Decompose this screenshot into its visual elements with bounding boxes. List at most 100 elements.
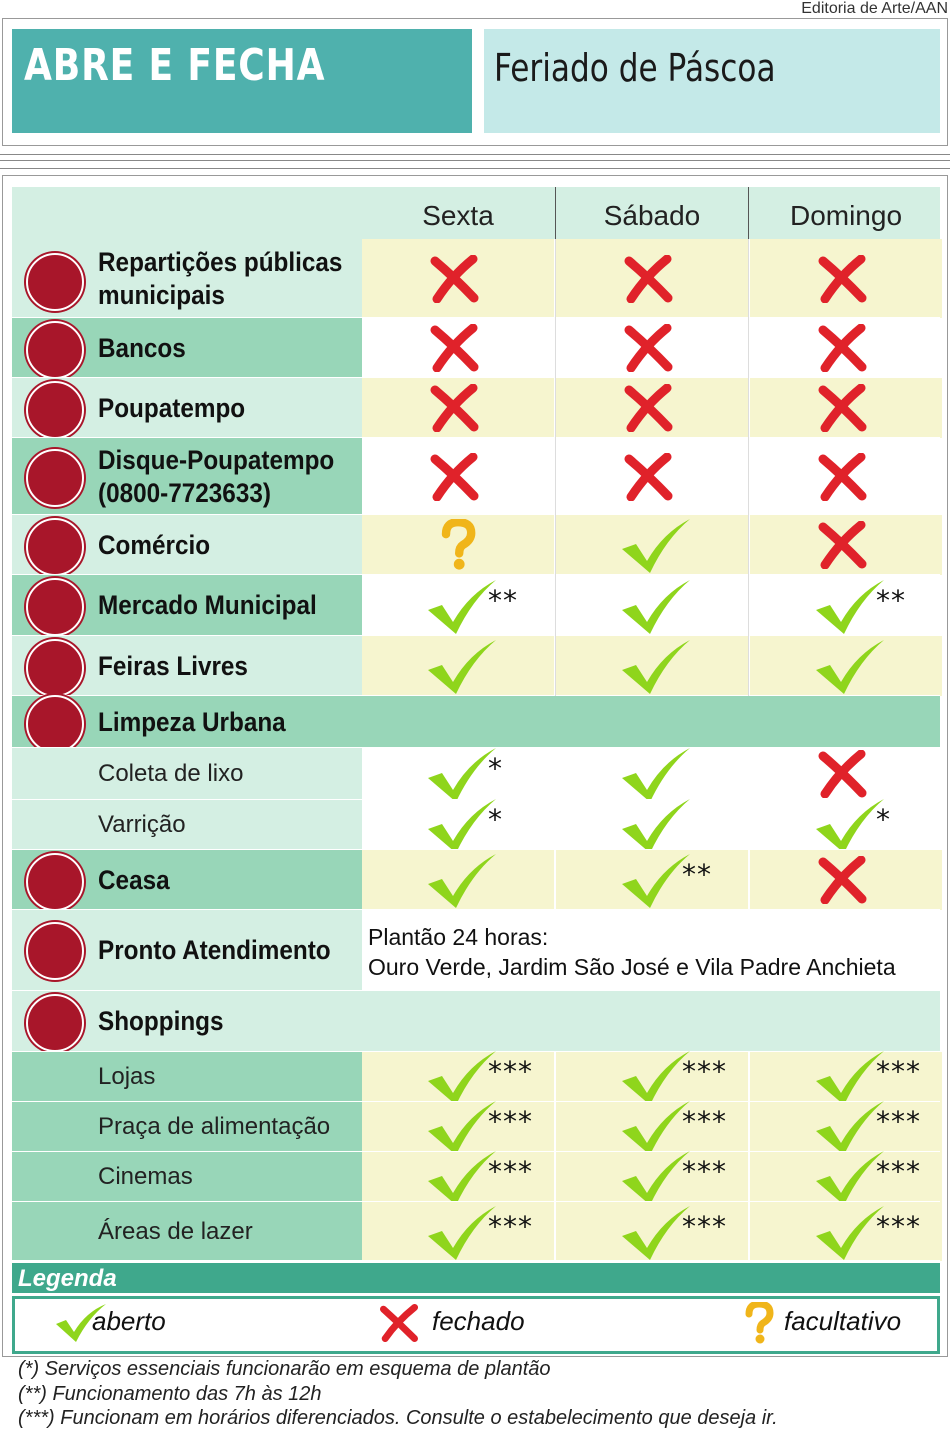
check-icon <box>816 640 884 694</box>
clock-building-icon <box>26 381 84 439</box>
cross-icon <box>818 324 867 372</box>
row-label: Bancos <box>98 332 186 363</box>
plantao-line: Ouro Verde, Jardim São José e Vila Padre… <box>368 954 896 980</box>
question-icon <box>441 519 476 570</box>
footnote-marker: * <box>488 752 503 785</box>
status-cell: *** <box>556 1051 748 1105</box>
row-label-cell <box>12 748 362 800</box>
price-tag-icon <box>26 518 84 576</box>
city-hall-icon <box>26 253 84 311</box>
footnote-marker: *** <box>876 1209 921 1243</box>
row-separator <box>12 1260 940 1262</box>
credit: Editoria de Arte/AAN <box>801 0 948 17</box>
status-cell: * <box>362 748 554 802</box>
footnote-marker: *** <box>488 1105 533 1138</box>
footnote: (**) Funcionamento das 7h às 12h <box>18 1383 322 1405</box>
status-cell <box>362 850 554 910</box>
status-cell: *** <box>362 1202 554 1261</box>
check-icon <box>622 579 690 634</box>
cross-icon <box>818 521 867 569</box>
status-cell: *** <box>750 1151 942 1205</box>
table-row: Disque-Poupatempo (0800-7723633) <box>12 438 942 515</box>
footnote-marker: *** <box>876 1055 921 1088</box>
status-cell: *** <box>556 1202 748 1261</box>
footnote-marker: * <box>488 803 503 836</box>
table-row: Repartições públicas municipais <box>12 239 942 318</box>
divider <box>0 154 950 155</box>
cross-icon <box>624 452 673 501</box>
table-row: Limpeza Urbana <box>12 695 940 753</box>
status-cell <box>750 636 942 696</box>
header-frame <box>2 18 948 146</box>
cross-icon <box>430 324 479 372</box>
legend-title: Legenda <box>18 1265 117 1292</box>
footnote-marker: ** <box>682 858 712 891</box>
sub-item-label: Praça de alimentação <box>98 1113 331 1140</box>
table-row: *** *** *** Praça de alimentação <box>12 1101 942 1155</box>
footnote-marker: *** <box>876 1105 921 1138</box>
check-icon <box>428 748 496 802</box>
status-cell: *** <box>362 1051 554 1105</box>
row-label-cell <box>12 991 940 1052</box>
table-row: *** *** *** Cinemas <box>12 1151 942 1205</box>
check-icon <box>816 1051 884 1105</box>
sub-item-label: Lojas <box>98 1063 156 1090</box>
text-cell <box>362 910 940 991</box>
money-bags-icon <box>26 321 84 379</box>
row-label-cell <box>12 800 362 850</box>
row-label: Disque-Poupatempo (0800-7723633) <box>98 444 335 508</box>
check-icon <box>622 1051 690 1105</box>
cross-icon <box>624 324 673 372</box>
check-icon <box>816 1101 884 1155</box>
row-label-cell <box>12 696 940 748</box>
check-icon <box>816 579 884 634</box>
status-cell <box>556 318 748 378</box>
status-cell <box>556 378 748 438</box>
legend-cross-icon <box>380 1304 418 1342</box>
check-icon <box>428 854 496 908</box>
row-label-cell <box>12 1152 362 1202</box>
check-icon <box>622 640 690 694</box>
status-cell <box>362 378 554 438</box>
table-header-band <box>12 187 940 239</box>
footnote-marker: *** <box>682 1055 727 1088</box>
check-icon <box>622 1101 690 1155</box>
check-icon <box>816 1151 884 1205</box>
status-cell <box>362 515 554 575</box>
sub-item-label: Coleta de lixo <box>98 760 244 787</box>
status-cell: *** <box>750 1101 942 1155</box>
footnote-marker: *** <box>876 1155 921 1188</box>
row-label: Comércio <box>98 529 211 560</box>
page-subtitle: Feriado de Páscoa <box>494 46 776 90</box>
table-row: ** Ceasa <box>12 850 942 911</box>
check-icon <box>622 748 690 802</box>
check-icon <box>428 1151 496 1205</box>
footnote-marker: *** <box>682 1209 727 1243</box>
row-label: Limpeza Urbana <box>98 706 286 737</box>
footnote-marker: *** <box>682 1155 727 1188</box>
status-cell <box>556 438 748 515</box>
check-icon <box>622 1205 690 1260</box>
table-row: Shoppings <box>12 991 940 1052</box>
column-divider <box>555 239 556 696</box>
cross-icon <box>818 254 867 303</box>
legend-bar <box>12 1263 940 1293</box>
legend-optional-label: facultativo <box>784 1306 902 1336</box>
gift-box-icon <box>26 994 84 1052</box>
title-box <box>12 29 472 133</box>
status-cell <box>362 239 554 318</box>
status-cell: ** <box>750 575 942 636</box>
status-cell: *** <box>750 1202 942 1261</box>
footnote-marker: ** <box>488 583 518 617</box>
status-cell <box>750 515 942 575</box>
status-cell: ** <box>556 850 748 910</box>
check-icon <box>816 799 884 853</box>
row-label-cell <box>12 1202 362 1261</box>
cross-icon <box>818 856 867 904</box>
table-row: Comércio <box>12 515 942 576</box>
check-icon <box>428 1051 496 1105</box>
warehouse-icon <box>26 853 84 911</box>
legend-check-icon <box>56 1304 106 1342</box>
column-divider <box>555 187 556 239</box>
sub-item-label: Áreas de lazer <box>98 1217 253 1245</box>
